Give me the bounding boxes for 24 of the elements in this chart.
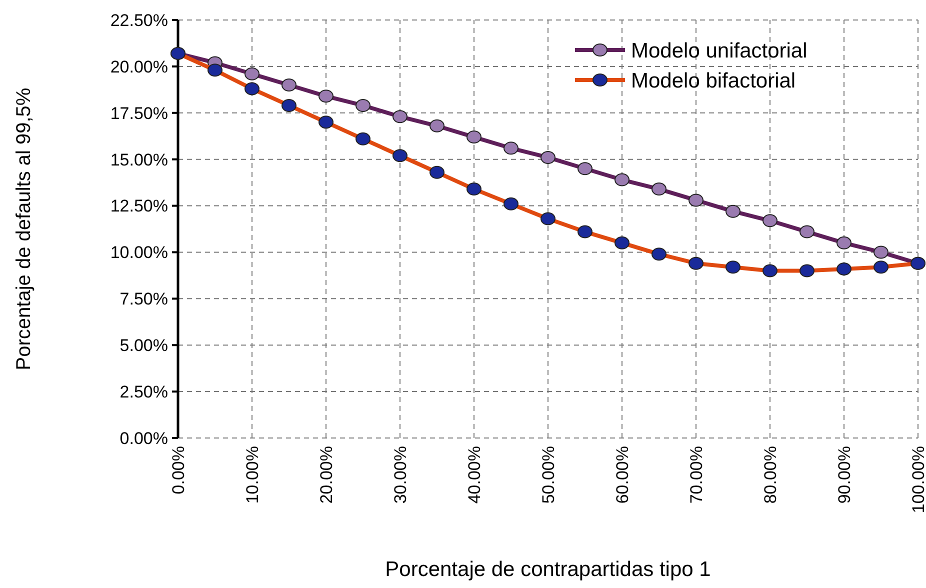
x-tick-label: 20.00% — [316, 446, 336, 504]
x-tick-label: 100.00% — [908, 446, 926, 514]
y-tick-label: 20.00% — [110, 57, 168, 76]
y-tick-label: 5.00% — [120, 336, 168, 356]
x-tick-label: 90.00% — [834, 446, 854, 504]
y-tick-label: 15.00% — [110, 150, 168, 170]
x-tick-label: 40.00% — [464, 446, 484, 504]
y-tick-label: 0.00% — [120, 428, 168, 448]
x-tick-label: 30.00% — [390, 446, 410, 504]
x-tick-label: 50.00% — [538, 446, 558, 504]
y-axis-title: Porcentaje de defaults al 99,5% — [13, 88, 35, 370]
y-tick-label: 2.50% — [120, 382, 168, 402]
x-tick-label: 80.00% — [760, 446, 780, 504]
legend-label: Modelo unifactorial — [631, 39, 808, 62]
x-axis-title: Porcentaje de contrapartidas tipo 1 — [385, 558, 711, 581]
x-tick-label: 70.00% — [686, 446, 706, 504]
y-tick-label: 22.50% — [110, 10, 168, 30]
y-tick-label: 7.50% — [120, 290, 168, 309]
x-tick-label: 10.00% — [242, 446, 262, 504]
y-tick-label: 10.00% — [110, 243, 168, 262]
legend-label: Modelo bifactorial — [631, 69, 796, 92]
y-tick-label: 12.50% — [110, 196, 168, 216]
x-tick-label: 60.00% — [612, 446, 632, 504]
y-tick-label: 17.50% — [110, 104, 168, 123]
